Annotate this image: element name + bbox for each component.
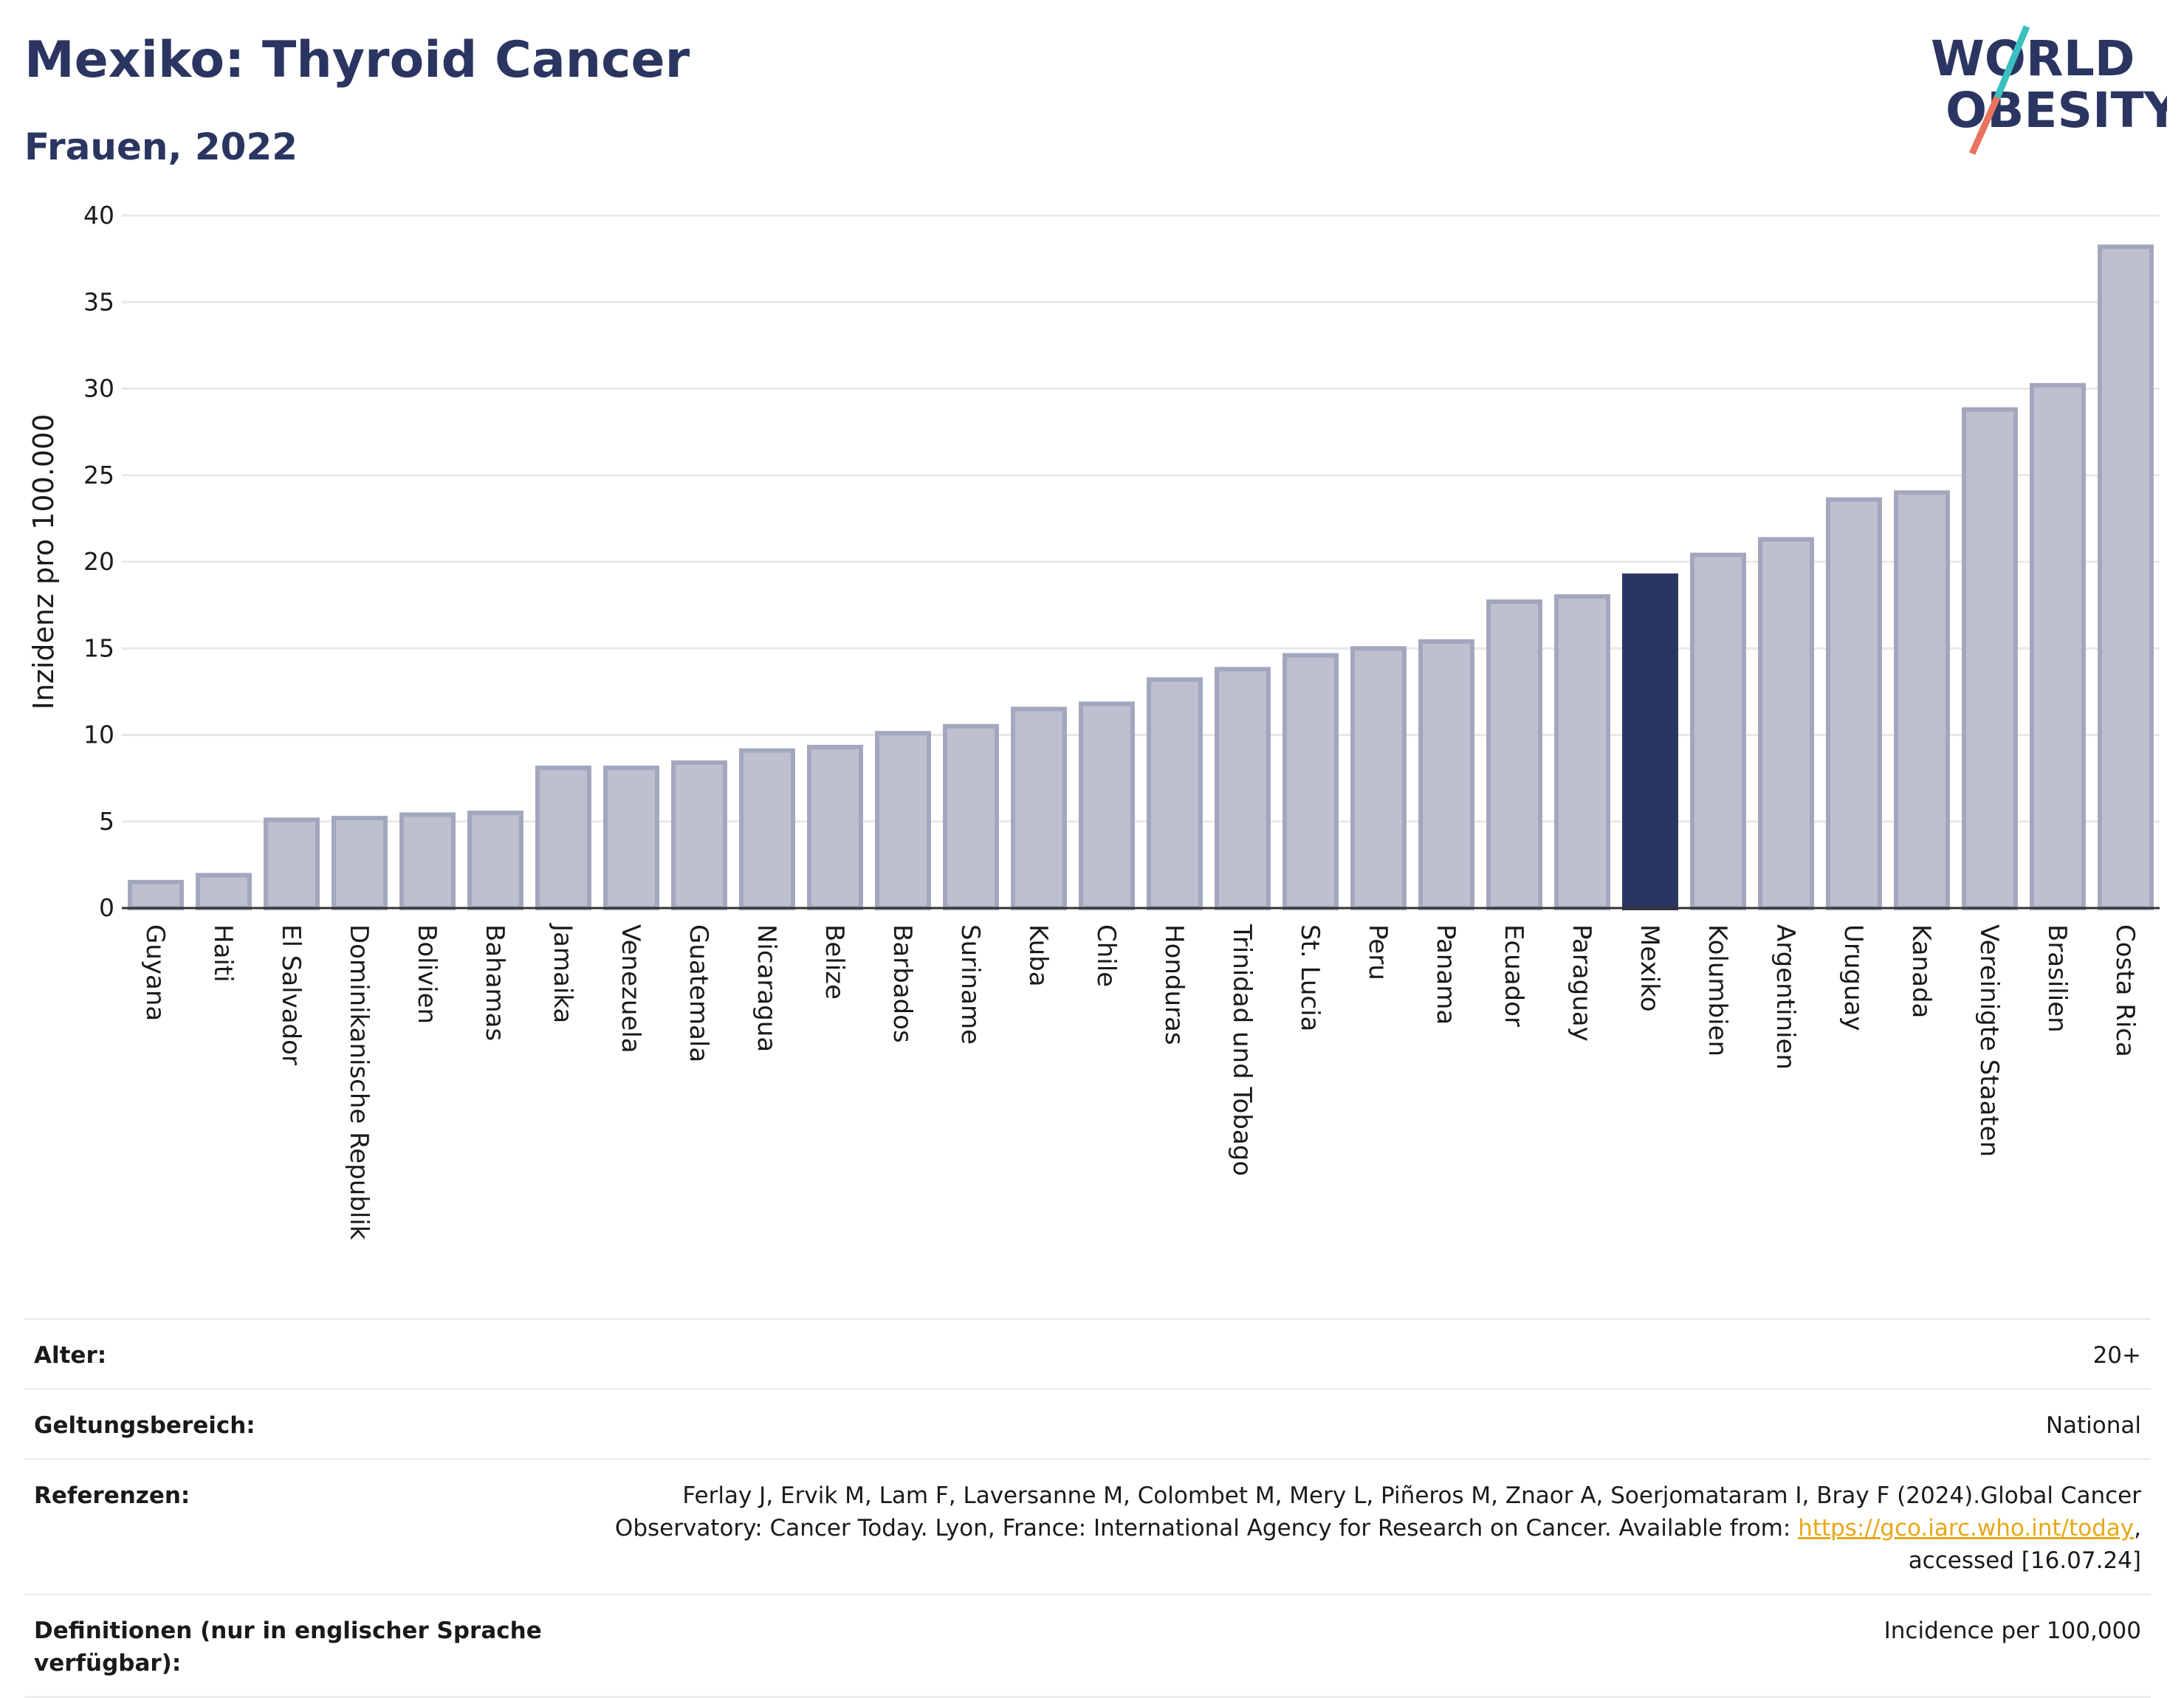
x-tick-label: Bahamas <box>480 924 509 1041</box>
y-tick-label: 20 <box>83 547 114 576</box>
bar-belize <box>807 744 863 910</box>
x-tick-label: Belize <box>820 924 849 1000</box>
bar-guyana <box>128 879 184 911</box>
bar-guatemala <box>671 760 727 911</box>
meta-label-references: Referenzen: <box>34 1482 190 1509</box>
bar-kuba <box>1011 707 1067 910</box>
x-tick-label: Paraguay <box>1567 924 1596 1042</box>
meta-value-age: 20+ <box>2092 1342 2141 1369</box>
meta-row-scope: Geltungsbereich: National <box>24 1390 2151 1460</box>
reference-accessed: , accessed [16.07.24] <box>1908 1515 2141 1574</box>
bar-st-lucia <box>1282 653 1339 910</box>
y-tick-label: 25 <box>83 461 114 489</box>
bar-paraguay <box>1554 594 1610 911</box>
meta-label-scope: Geltungsbereich: <box>34 1412 255 1439</box>
world-obesity-logo: WORLD OBESITY <box>1931 25 2167 155</box>
x-tick-label: Kanada <box>1906 924 1936 1018</box>
x-tick-label: Dominikanische Republik <box>344 924 374 1240</box>
chart-title: Mexiko: Thyroid Cancer <box>24 31 690 89</box>
bar-argentinien <box>1758 537 1814 910</box>
x-tick-label: Jamaika <box>548 923 577 1023</box>
x-tick-label: Trinidad und Tobago <box>1227 924 1257 1176</box>
bar-costa-rica <box>2098 244 2154 910</box>
bar-trinidad-und-tobago <box>1215 667 1271 910</box>
bar-brasilien <box>2030 382 2086 910</box>
x-tick-label: Kolumbien <box>1703 924 1732 1056</box>
x-tick-label: Brasilien <box>2042 924 2072 1033</box>
bar-bolivien <box>399 812 456 910</box>
bar-dominikanische-republik <box>332 816 388 910</box>
bar-el-salvador <box>264 817 320 911</box>
bar-uruguay <box>1826 497 1882 910</box>
x-tick-label: Panama <box>1431 924 1460 1025</box>
x-tick-label: Ecuador <box>1499 924 1528 1027</box>
bar-venezuela <box>603 766 659 910</box>
y-tick-label: 40 <box>83 201 114 230</box>
bar-nicaragua <box>739 748 795 910</box>
bar-honduras <box>1147 677 1203 911</box>
x-tick-label: Nicaragua <box>752 924 781 1052</box>
metadata-table: Alter: 20+ Geltungsbereich: National Ref… <box>24 1318 2151 1698</box>
meta-row-definitions: Definitionen (nur in englischer Sprache … <box>24 1595 2151 1698</box>
y-tick-label: 30 <box>83 374 114 403</box>
meta-row-age: Alter: 20+ <box>24 1320 2151 1390</box>
x-tick-label: Argentinien <box>1771 924 1800 1070</box>
bar-ecuador <box>1486 599 1542 910</box>
x-tick-label: Uruguay <box>1838 924 1868 1031</box>
logo-text-world: WORLD <box>1931 30 2135 87</box>
y-tick-label: 35 <box>83 287 114 316</box>
bar-suriname <box>943 723 999 911</box>
meta-row-references: Referenzen: Ferlay J, Ervik M, Lam F, La… <box>24 1460 2151 1595</box>
x-tick-label: Vereinigte Staaten <box>1974 924 2004 1157</box>
x-tick-label: Costa Rica <box>2110 924 2140 1057</box>
bar-chile <box>1079 701 1135 910</box>
meta-value-definitions: Incidence per 100,000 <box>1883 1618 2141 1644</box>
y-axis-label: Inzidenz pro 100.000 <box>27 414 60 710</box>
reference-text: Ferlay J, Ervik M, Lam F, Laversanne M, … <box>614 1482 2141 1541</box>
bar-bahamas <box>467 811 523 911</box>
bar-jamaika <box>535 766 591 910</box>
logo-slash-coral <box>1968 96 2001 155</box>
y-tick-label: 0 <box>99 893 114 922</box>
meta-label-definitions: Definitionen (nur in englischer Sprache … <box>34 1618 542 1677</box>
logo-text-obesity: OBESITY <box>1946 82 2167 139</box>
x-tick-label: Barbados <box>887 924 917 1043</box>
x-tick-label: Peru <box>1363 924 1393 980</box>
bar-kolumbien <box>1690 552 1746 910</box>
bar-panama <box>1418 639 1474 910</box>
x-tick-label: Venezuela <box>616 924 645 1053</box>
y-tick-label: 5 <box>99 807 114 836</box>
meta-label-age: Alter: <box>34 1342 107 1369</box>
y-tick-label: 15 <box>83 633 114 662</box>
meta-value-references: Ferlay J, Ervik M, Lam F, Laversanne M, … <box>566 1479 2141 1577</box>
bar-peru <box>1350 646 1407 910</box>
bar-kanada <box>1894 490 1950 910</box>
bar-vereinigte-staaten <box>1962 407 2018 910</box>
x-tick-label: Bolivien <box>412 924 442 1024</box>
x-tick-label: Honduras <box>1159 924 1189 1045</box>
x-tick-label: Guyana <box>140 924 170 1021</box>
x-tick-label: Haiti <box>208 924 238 983</box>
x-tick-label: St. Lucia <box>1295 924 1325 1031</box>
x-tick-label: Guatemala <box>684 924 713 1062</box>
meta-value-scope: National <box>2045 1412 2141 1439</box>
x-tick-label: Mexiko <box>1635 924 1664 1012</box>
x-tick-label: Suriname <box>955 924 985 1045</box>
bar-mexiko <box>1622 573 1678 910</box>
reference-link[interactable]: https://gco.iarc.who.int/today <box>1798 1515 2135 1541</box>
x-tick-label: Chile <box>1091 924 1121 987</box>
x-tick-label: Kuba <box>1023 924 1053 987</box>
bar-haiti <box>196 873 252 911</box>
x-tick-label: El Salvador <box>276 924 306 1065</box>
bar-chart: 0 5 10 15 20 25 30 35 40 Inzidenz pro 100.000 Guya… <box>27 201 2160 1240</box>
logo-slash-teal <box>1994 25 2030 99</box>
chart-subtitle: Frauen, 2022 <box>24 126 298 168</box>
bar-barbados <box>875 731 931 911</box>
y-tick-label: 10 <box>83 721 114 749</box>
